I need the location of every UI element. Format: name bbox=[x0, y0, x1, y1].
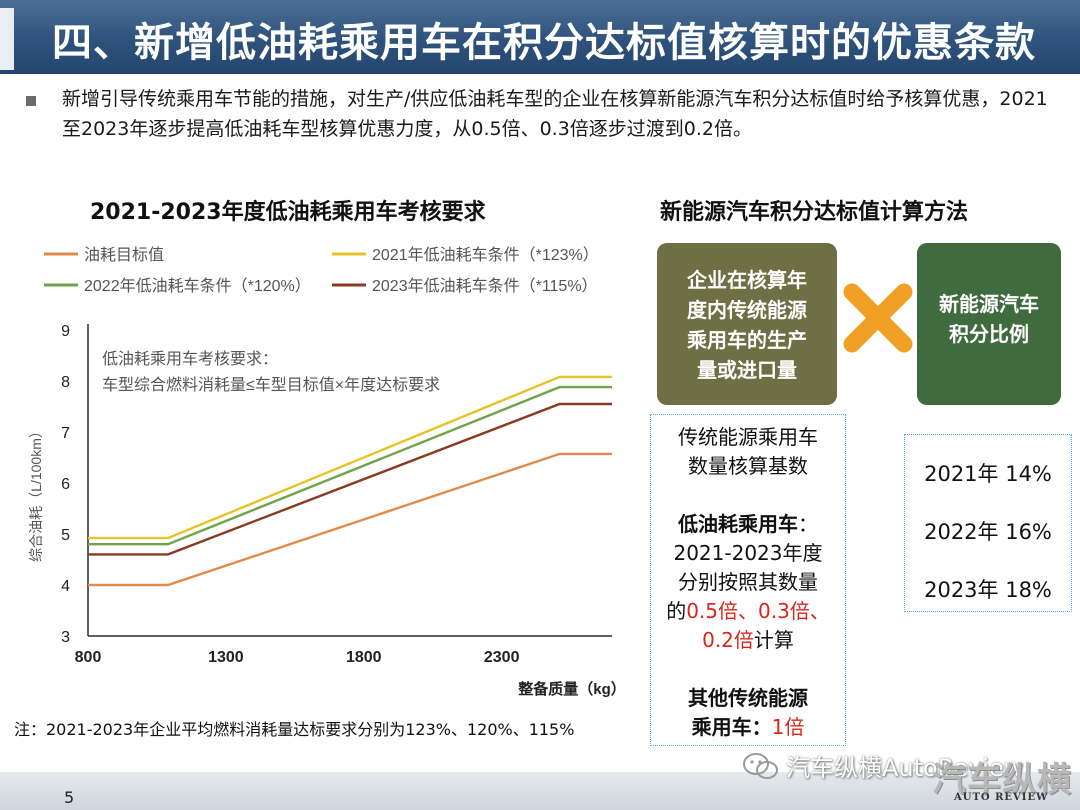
box-line: 量或进口量 bbox=[697, 358, 797, 382]
y-axis-label: 综合油耗（L/100km） bbox=[28, 424, 44, 562]
y-tick-label: 4 bbox=[61, 578, 70, 595]
series-line bbox=[88, 385, 612, 546]
low-fuel-tail: 计算 bbox=[753, 628, 794, 652]
brand-logo: 汽车纵横 bbox=[932, 760, 1072, 800]
brand-logo-subtitle: AUTO REVIEW bbox=[954, 792, 1049, 803]
box-line: 乘用车的生产 bbox=[687, 328, 807, 352]
ratio-2023: 2023年 18% bbox=[924, 578, 1052, 602]
y-tick-label: 5 bbox=[61, 527, 70, 544]
production-volume-box: 企业在核算年 度内传统能源 乘用车的生产 量或进口量 bbox=[657, 243, 837, 405]
chart-annotation: 低油耗乘用车考核要求： bbox=[102, 350, 278, 368]
low-fuel-colon: ： bbox=[798, 512, 818, 536]
legend-label: 2023年低油耗车条件（*115%） bbox=[372, 277, 598, 295]
box-line: 新能源汽车 bbox=[939, 292, 1039, 316]
footnote: 注：2021-2023年企业平均燃料消耗量达标要求分别为123%、120%、11… bbox=[14, 720, 575, 739]
legend-label: 2021年低油耗车条件（*123%） bbox=[372, 246, 599, 264]
box-line: 积分比例 bbox=[949, 322, 1029, 346]
multiply-icon bbox=[843, 283, 913, 353]
wechat-icon bbox=[743, 753, 778, 779]
x-tick-label: 2300 bbox=[484, 649, 520, 666]
other-vehicles-title: 乘用车： bbox=[691, 715, 772, 739]
ratio-2022: 2022年 16% bbox=[924, 520, 1052, 544]
page-title: 四、新增低油耗乘用车在积分达标值核算时的优惠条款 bbox=[52, 20, 1036, 66]
y-tick-label: 7 bbox=[61, 425, 70, 442]
other-vehicles-line1: 其他传统能源 bbox=[688, 686, 808, 710]
chart-title: 2021-2023年度低油耗乘用车考核要求 bbox=[90, 200, 486, 225]
low-fuel-de: 的 bbox=[666, 599, 687, 623]
footer-band bbox=[0, 772, 1080, 810]
page-number: 5 bbox=[64, 788, 75, 807]
title-bar: 四、新增低油耗乘用车在积分达标值核算时的优惠条款 bbox=[0, 0, 1080, 74]
low-fuel-multiplier-red: 0.5倍、0.3倍、 bbox=[686, 599, 830, 623]
other-vehicles-line2: 乘用车：1倍 bbox=[650, 713, 846, 742]
legend-label: 油耗目标值 bbox=[84, 246, 164, 264]
intro-paragraph: 新增引导传统乘用车节能的措施，对生产/供应低油耗车型的企业在核算新能源汽车积分达… bbox=[62, 88, 1048, 140]
ratio-box bbox=[904, 434, 1072, 612]
series-line bbox=[88, 375, 612, 540]
y-tick-label: 6 bbox=[61, 476, 70, 493]
low-fuel-multiplier-red2: 0.2倍 bbox=[702, 628, 754, 652]
basis-line1: 传统能源乘用车 bbox=[678, 425, 818, 449]
low-fuel-title: 低油耗乘用车 bbox=[678, 512, 798, 536]
watermark-text: 汽车纵横AutoReview bbox=[786, 754, 1024, 782]
x-tick-label: 800 bbox=[75, 649, 102, 666]
series-line bbox=[88, 452, 612, 587]
credit-ratio-box: 新能源汽车 积分比例 bbox=[917, 243, 1061, 405]
low-fuel-title-line: 低油耗乘用车： bbox=[650, 510, 846, 539]
x-axis-label: 整备质量（kg） bbox=[518, 680, 626, 698]
y-tick-label: 3 bbox=[61, 629, 70, 646]
basis-box bbox=[650, 414, 846, 746]
chart-annotation: 车型综合燃料消耗量≤车型目标值×年度达标要求 bbox=[102, 376, 440, 394]
legend-label: 2022年低油耗车条件（*120%） bbox=[84, 277, 311, 295]
fuel-consumption-chart: 3 4 5 6 7 8 9 800 1300 1800 2300 整备质量（kg） 综合油耗（L/100… bbox=[28, 246, 626, 698]
ratio-2021: 2021年 14% bbox=[924, 462, 1052, 486]
method-title: 新能源汽车积分达标值计算方法 bbox=[660, 200, 969, 225]
low-fuel-multipliers: 的0.5倍、0.3倍、 bbox=[650, 597, 846, 626]
box-line: 企业在核算年 bbox=[687, 268, 807, 292]
other-vehicles-multiplier: 1倍 bbox=[771, 715, 805, 739]
y-tick-label: 8 bbox=[61, 374, 70, 391]
x-tick-label: 1300 bbox=[208, 649, 244, 666]
bullet-square bbox=[26, 96, 36, 106]
y-tick-label: 9 bbox=[61, 323, 70, 340]
basis-line2: 数量核算基数 bbox=[688, 454, 808, 478]
box-line: 度内传统能源 bbox=[687, 298, 807, 322]
low-fuel-years: 2021-2023年度 bbox=[673, 541, 823, 565]
series-line bbox=[88, 402, 612, 556]
x-tick-label: 1800 bbox=[346, 649, 382, 666]
low-fuel-desc: 分别按照其数量 bbox=[678, 570, 818, 594]
low-fuel-multiplier-line2: 0.2倍计算 bbox=[650, 626, 846, 655]
